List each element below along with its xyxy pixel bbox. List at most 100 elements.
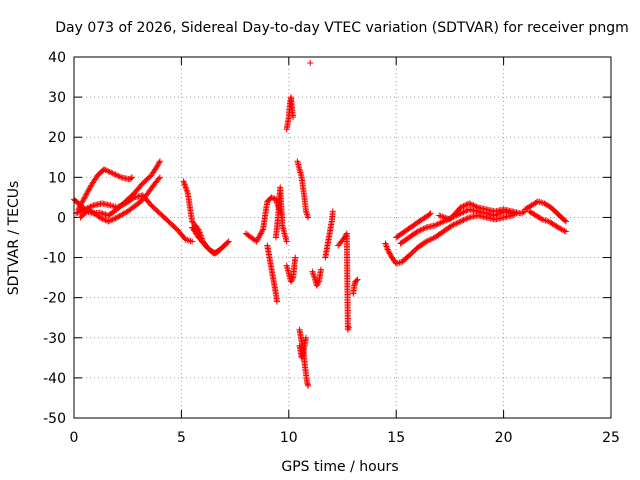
data-point [561,217,568,224]
data-point [384,246,391,253]
data-point [83,190,90,197]
data-point [78,199,85,206]
data-point [102,217,109,224]
y-tick-label: 10 [48,170,66,186]
data-point [314,281,321,288]
data-point [257,230,264,237]
data-point [82,193,89,200]
data-point [257,231,264,238]
data-point [305,382,312,389]
data-point [112,171,119,178]
data-point [112,215,119,222]
series-arc-h [264,242,280,305]
data-point [273,298,280,305]
data-point [225,238,232,245]
data-point [215,247,222,254]
data-point [459,203,466,210]
data-point [109,170,116,177]
y-tick-label: -20 [43,291,66,307]
data-point [315,279,322,286]
data-point [457,218,464,225]
plot-frame [73,56,612,419]
data-point [103,167,110,174]
data-point [460,217,467,224]
series-arc-t [382,210,520,267]
data-point [420,225,427,232]
data-point [81,194,88,201]
data-point [270,195,277,202]
y-axis-label: SDTVAR / TECUs [6,181,22,296]
data-point [84,189,91,196]
series-arc-w [436,200,529,223]
data-point [439,219,446,226]
series-arc-b [75,166,135,213]
series-arc-k [283,254,299,285]
x-tick-label: 10 [280,430,298,446]
data-point [102,166,109,173]
series-arc-y [526,208,569,235]
data-point [76,209,83,216]
data-point [156,158,163,165]
data-point [427,210,434,217]
data-point [307,60,314,67]
data-point [461,202,468,209]
data-point [74,209,81,216]
data-point [433,221,440,228]
data-point [88,203,95,210]
data-point [80,197,87,204]
data-point [453,220,460,227]
series-arc-d [77,174,163,225]
data-point [283,238,290,245]
data-point [386,249,393,256]
data-point [78,201,85,208]
data-point [436,220,443,227]
data-point [473,203,480,210]
series-arc-p [309,266,325,289]
data-point [414,228,421,235]
series-arc-n [296,334,309,361]
data-point [255,234,262,241]
data-point [557,225,564,232]
series-arc-i [272,184,290,245]
data-point [106,168,113,175]
data-point [417,227,424,234]
x-tick-label: 0 [70,430,79,446]
data-point [105,168,112,175]
data-point [385,247,392,254]
data-point [386,250,393,257]
data-point [81,195,88,202]
series-arc-f [189,224,224,257]
data-point [101,166,108,173]
data-point [116,173,123,180]
data-point [256,233,263,240]
data-point [128,174,135,181]
data-point [467,201,474,208]
data-point [86,185,93,192]
data-point [426,211,433,218]
data-point [310,271,317,278]
data-point [457,204,464,211]
data-point [460,203,467,210]
data-point [98,215,105,222]
data-point [437,219,444,226]
data-point [302,334,309,341]
data-point [537,215,544,222]
data-point [459,217,466,224]
data-point [449,222,456,229]
data-point [111,170,118,177]
data-point [108,169,115,176]
data-point [154,162,161,169]
data-point [108,217,115,224]
data-point [313,282,320,289]
series-arc-r [335,230,352,333]
data-point [329,208,336,215]
data-point [427,236,434,243]
data-point [155,175,162,182]
y-tick-label: 0 [57,210,66,226]
data-point [129,195,136,202]
data-point [113,172,120,179]
data-point [561,227,568,234]
data-point [99,215,106,222]
data-point [292,254,299,261]
